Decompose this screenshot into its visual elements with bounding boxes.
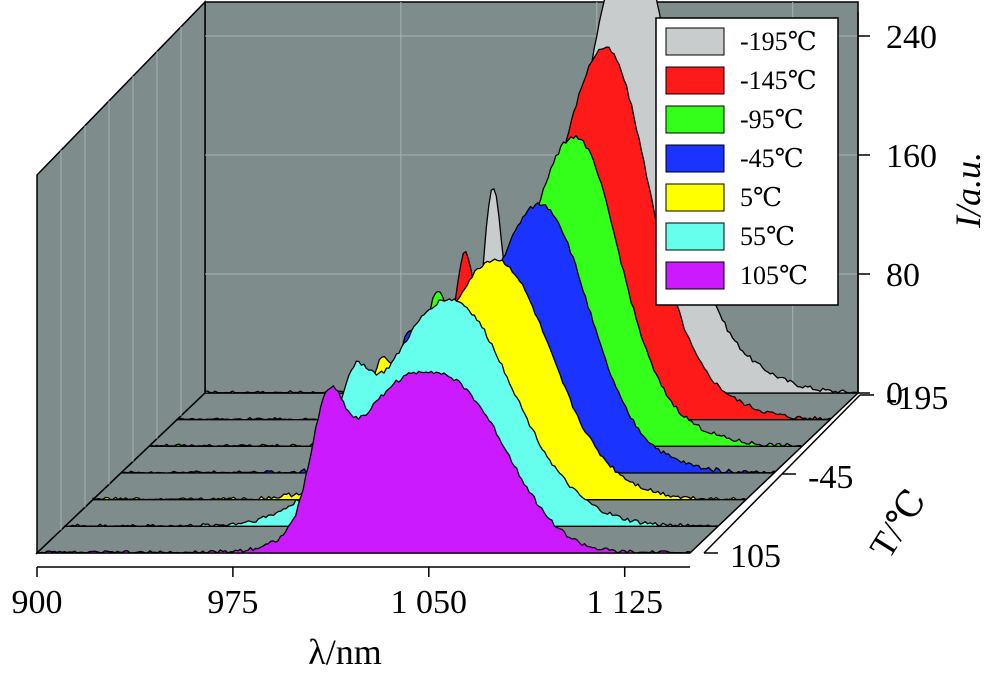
legend-swatch bbox=[665, 222, 725, 251]
series-trace-105 bbox=[36, 370, 691, 554]
x-axis-title: λ/nm bbox=[308, 632, 381, 672]
y-axis-title: I/a.u. bbox=[948, 152, 988, 229]
legend-label: -45℃ bbox=[740, 144, 804, 173]
x-tick-label: 975 bbox=[207, 584, 258, 621]
legend-label: -195℃ bbox=[740, 27, 817, 56]
x-tick-label: 1 125 bbox=[586, 584, 663, 621]
y-tick-label: 80 bbox=[886, 257, 920, 294]
z-axis-title: T/℃ bbox=[862, 482, 934, 564]
axes: 900 975 1 050 1 125 λ/nm 0 80 160 240 I/a.u. 105 -4… bbox=[12, 12, 988, 672]
legend-swatch bbox=[665, 105, 725, 134]
y-tick-label: 0 bbox=[886, 376, 903, 413]
x-tick-label: 1 050 bbox=[391, 584, 468, 621]
y-tick-label: 240 bbox=[886, 19, 937, 56]
legend-label: 105℃ bbox=[740, 261, 808, 290]
z-tick-label: -195 bbox=[886, 380, 948, 417]
y-tick-label: 160 bbox=[886, 138, 937, 175]
legend-label: 55℃ bbox=[740, 222, 795, 251]
legend-label: -95℃ bbox=[740, 105, 804, 134]
x-tick-label: 900 bbox=[12, 584, 63, 621]
legend-label: -145℃ bbox=[740, 66, 817, 95]
legend-swatch bbox=[665, 144, 725, 173]
legend: -195℃ -145℃ -95℃ -45℃ 5℃ 55℃ 105℃ bbox=[655, 17, 839, 306]
legend-swatch bbox=[665, 183, 725, 212]
legend-swatch bbox=[665, 66, 725, 95]
legend-swatch bbox=[665, 27, 725, 56]
legend-label: 5℃ bbox=[740, 183, 782, 212]
z-tick-label: 105 bbox=[730, 538, 781, 575]
z-tick-label: -45 bbox=[808, 459, 853, 496]
legend-swatch bbox=[665, 261, 725, 290]
